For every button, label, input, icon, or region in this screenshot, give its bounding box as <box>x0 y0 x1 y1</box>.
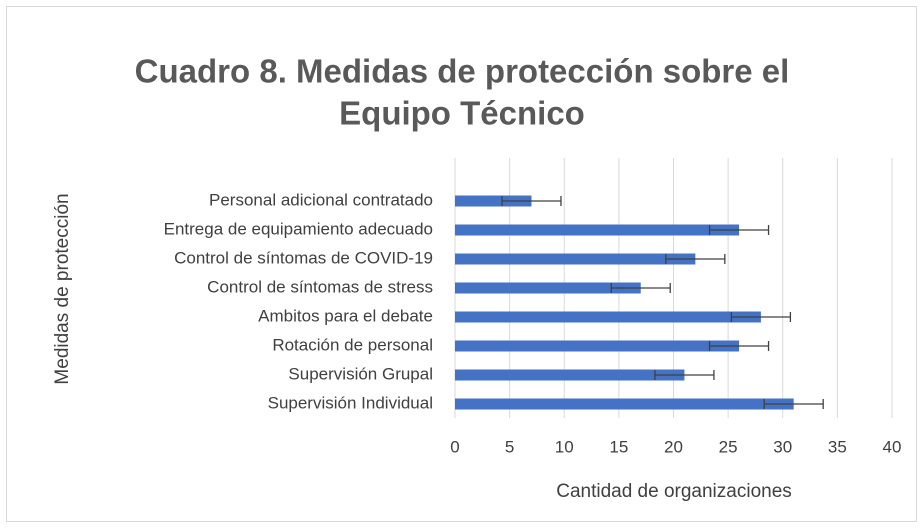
bar <box>455 398 794 410</box>
y-tick-label: Rotación de personal <box>272 335 433 354</box>
chart-title: Equipo Técnico <box>339 95 585 132</box>
y-tick-label: Ambitos para el debate <box>258 306 433 325</box>
bar <box>455 369 685 381</box>
x-tick-label: 20 <box>664 437 683 456</box>
bar <box>455 253 696 265</box>
x-tick-label: 10 <box>555 437 574 456</box>
x-tick-label: 40 <box>883 437 902 456</box>
y-tick-label: Control de síntomas de stress <box>207 277 433 296</box>
chart-title: Cuadro 8. Medidas de protección sobre el <box>135 53 790 90</box>
x-tick-label: 25 <box>719 437 738 456</box>
x-tick-label: 30 <box>773 437 792 456</box>
bar <box>455 340 740 352</box>
bar <box>455 282 641 294</box>
error-bar <box>665 254 726 264</box>
error-bar <box>708 225 770 235</box>
x-tick-label: 5 <box>505 437 514 456</box>
error-bar <box>501 196 562 206</box>
x-tick-label: 35 <box>828 437 847 456</box>
bar <box>455 224 740 236</box>
error-bar <box>708 341 770 351</box>
x-tick-label: 15 <box>609 437 628 456</box>
x-tick-label: 0 <box>450 437 459 456</box>
error-bar <box>730 312 792 322</box>
error-bar <box>610 283 671 293</box>
y-tick-label: Personal adicional contratado <box>209 190 433 209</box>
error-bar <box>763 399 824 409</box>
x-axis-title: Cantidad de organizaciones <box>556 481 792 502</box>
bar <box>455 195 532 207</box>
y-tick-label: Control de síntomas de COVID-19 <box>174 248 433 267</box>
y-axis-title: Medidas de protección <box>52 193 73 384</box>
y-tick-label: Supervisión Grupal <box>288 364 433 383</box>
error-bar <box>654 370 715 380</box>
y-tick-label: Entrega de equipamiento adecuado <box>164 219 433 238</box>
bar <box>455 311 761 323</box>
y-tick-label: Supervisión Individual <box>268 393 433 412</box>
